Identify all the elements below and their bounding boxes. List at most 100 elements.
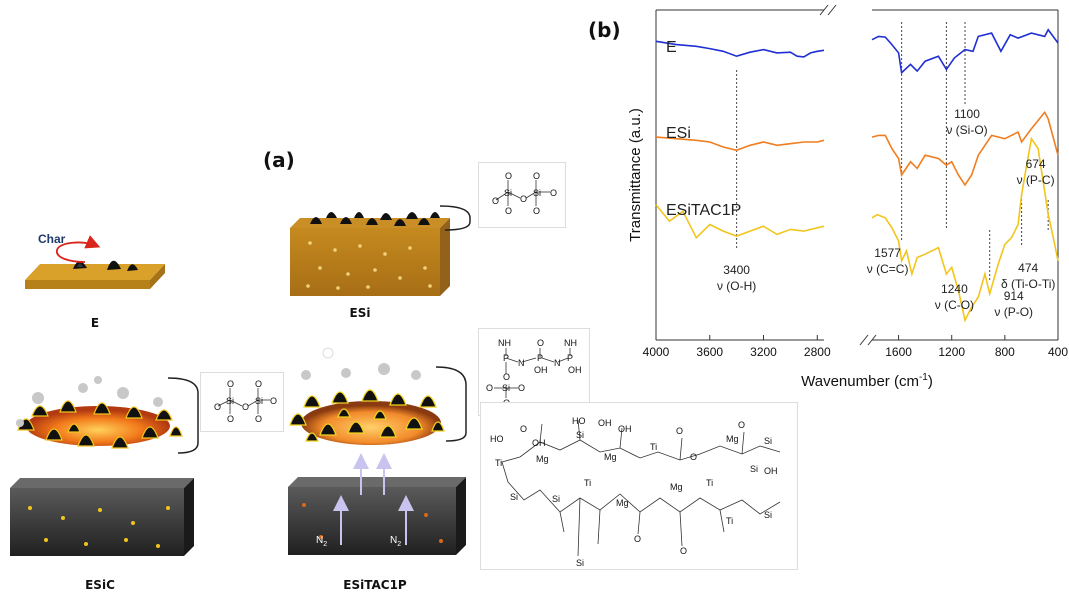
- o-atom: O: [227, 414, 234, 424]
- o-atom: O: [227, 379, 234, 389]
- phosphazene-structure: NH P N P O OH N P NH OH O Si O O O: [478, 328, 590, 416]
- svg-text:N2: N2: [390, 535, 401, 548]
- svg-text:N2: N2: [316, 535, 327, 548]
- mg-atom: Mg: [726, 434, 739, 444]
- o-atom: O: [505, 171, 512, 181]
- o-atom: O: [533, 171, 540, 181]
- o-atom: O: [680, 546, 687, 556]
- axis-break-mark: [827, 4, 837, 16]
- si-atom: Si: [750, 464, 758, 474]
- sample-esitac1p-illustration: N2 N2: [288, 347, 467, 555]
- o-atom: O: [533, 206, 540, 216]
- panel-b-label: (b): [588, 18, 621, 42]
- p-atom: P: [537, 353, 543, 363]
- siloxane-structure-esi: Si Si O O O O O O O: [478, 162, 566, 228]
- annotation-assignment: ν (C-O): [935, 298, 974, 312]
- annotation-assignment: δ (Ti-O-Ti): [1001, 277, 1055, 291]
- x-tick-label: 3600: [696, 345, 723, 359]
- caption-esic: ESiC: [85, 578, 115, 592]
- char-label: Char: [38, 232, 66, 246]
- si-atom: Si: [502, 383, 510, 393]
- series-e-line-left: [655, 40, 825, 58]
- x-tick-label: 1600: [885, 345, 912, 359]
- annotation-assignment: ν (C=C): [867, 262, 909, 276]
- o-atom: O: [520, 424, 527, 434]
- si-atom: Si: [576, 558, 584, 568]
- o-atom: O: [505, 206, 512, 216]
- ti-atom: Ti: [584, 478, 591, 488]
- n-atom: N: [518, 358, 525, 368]
- ti-mg-si-network-structure: HO Ti O OH Mg HO Si OH OH Mg Ti O O Mg O…: [480, 402, 798, 570]
- o-atom: O: [492, 196, 499, 206]
- oh-group: OH: [764, 466, 778, 476]
- oh-group: OH: [532, 438, 546, 448]
- o-atom: O: [676, 426, 683, 436]
- oh-group: OH: [568, 365, 582, 375]
- o-atom: O: [690, 452, 697, 462]
- o-atom: O: [242, 402, 249, 412]
- axis-break-mark: [867, 334, 877, 346]
- series-e-line-right: [871, 28, 1059, 75]
- x-tick-label: 400: [1048, 345, 1068, 359]
- o-atom: O: [255, 379, 262, 389]
- n2-label-right: N: [390, 535, 397, 546]
- o-atom: O: [255, 414, 262, 424]
- mg-atom: Mg: [604, 452, 617, 462]
- sample-e-illustration: [25, 235, 165, 289]
- annotation-assignment: ν (Si-O): [946, 123, 987, 137]
- axis-break-mark: [859, 334, 869, 346]
- x-tick-label: 4000: [643, 345, 670, 359]
- n2-label-left: N: [316, 535, 323, 546]
- sample-esic-illustration: [10, 376, 199, 556]
- mg-atom: Mg: [670, 482, 683, 492]
- ti-atom: Ti: [650, 442, 657, 452]
- ho-group: HO: [572, 416, 586, 426]
- si-atom: Si: [764, 510, 772, 520]
- x-tick-label: 3200: [750, 345, 777, 359]
- si-atom: Si: [504, 188, 512, 198]
- axis-break-mark: [819, 4, 829, 16]
- series-esitac1p-line-left: [655, 204, 825, 240]
- siloxane-structure-esic: Si Si O O O O O O O: [200, 372, 284, 432]
- caption-esi: ESi: [349, 306, 371, 320]
- series-esitac1p-line-right: [871, 136, 1059, 323]
- annotation-value: 1240: [941, 282, 968, 296]
- y-axis-label: Transmittance (a.u.): [628, 108, 644, 242]
- si-atom: Si: [510, 492, 518, 502]
- series-label-e: E: [666, 39, 677, 56]
- o-atom: O: [214, 402, 221, 412]
- ti-atom: Ti: [706, 478, 713, 488]
- o-atom: O: [520, 194, 527, 204]
- si-atom: Si: [576, 430, 584, 440]
- annotation-value: 1100: [954, 107, 980, 121]
- p-atom: P: [503, 353, 509, 363]
- p-atom: P: [567, 353, 573, 363]
- series-label-esitac1p: ESiTAC1P: [666, 202, 741, 219]
- sample-esi-illustration: [290, 205, 471, 296]
- annotation-assignment: ν (O-H): [717, 279, 756, 293]
- oh-group: OH: [598, 418, 612, 428]
- oh-group: OH: [618, 424, 632, 434]
- si-atom: Si: [764, 436, 772, 446]
- annotation-value: 474: [1018, 261, 1038, 275]
- annotation-value: 914: [1004, 289, 1024, 303]
- o-atom: O: [486, 383, 493, 393]
- x-tick-label: 800: [995, 345, 1015, 359]
- o-atom: O: [270, 396, 277, 406]
- nh-group: NH: [564, 338, 577, 348]
- o-atom: O: [738, 420, 745, 430]
- series-esi-line-left: [655, 136, 825, 152]
- o-atom: O: [537, 338, 544, 348]
- mg-atom: Mg: [616, 498, 629, 508]
- o-atom: O: [634, 534, 641, 544]
- ftir-chart: 4000 3600 3200 2800 1600 1200 800 400 Wavenumber…: [628, 4, 1068, 390]
- ti-atom: Ti: [726, 516, 733, 526]
- x-tick-label: 1200: [938, 345, 965, 359]
- x-tick-label: 2800: [804, 345, 831, 359]
- annotation-value: 1577: [874, 246, 901, 260]
- si-atom: Si: [226, 396, 234, 406]
- series-esi-line-right: [871, 110, 1059, 187]
- ho-group: HO: [490, 434, 504, 444]
- series-label-esi: ESi: [666, 125, 691, 142]
- caption-esitac1p: ESiTAC1P: [343, 578, 407, 592]
